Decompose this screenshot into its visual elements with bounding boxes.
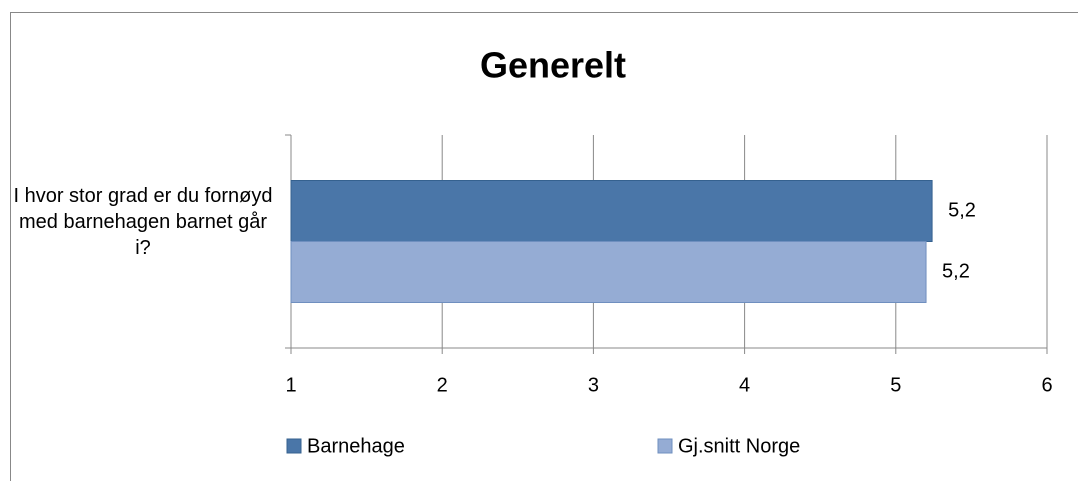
category-label: I hvor stor grad er du fornøyd med barne… xyxy=(13,185,273,259)
legend-label: Gj.snitt Norge xyxy=(678,435,800,457)
legend-label: Barnehage xyxy=(307,435,405,457)
bar xyxy=(290,241,927,303)
x-tick-label: 1 xyxy=(285,374,296,396)
x-tick-label: 3 xyxy=(588,374,599,396)
x-tick-label: 6 xyxy=(1041,374,1052,396)
x-tick-label: 5 xyxy=(890,374,901,396)
legend-swatch xyxy=(286,438,302,454)
x-tick-label: 4 xyxy=(739,374,750,396)
value-label: 5,2 xyxy=(942,260,970,282)
value-label: 5,2 xyxy=(948,199,976,221)
legend-swatch xyxy=(657,438,673,454)
chart-title: Generelt xyxy=(480,45,626,86)
bar xyxy=(290,180,933,242)
x-tick-label: 2 xyxy=(437,374,448,396)
